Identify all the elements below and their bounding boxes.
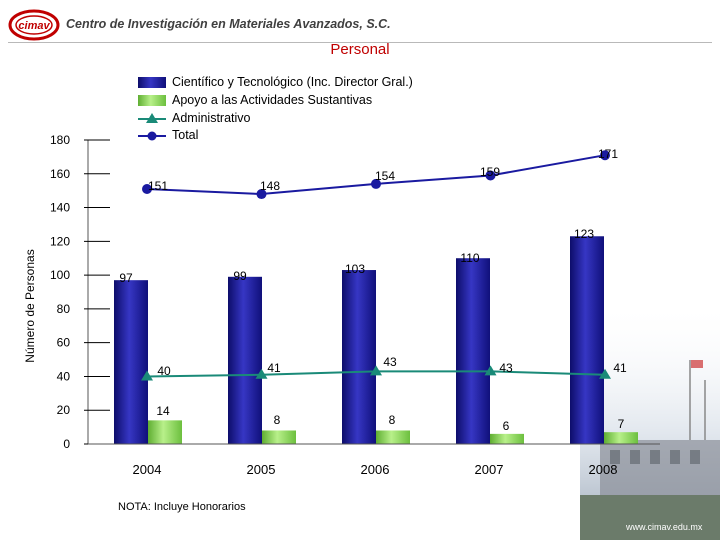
y-tick-label: 20 xyxy=(57,403,71,417)
x-tick-label: 2007 xyxy=(475,462,504,477)
organization-name: Centro de Investigación en Materiales Av… xyxy=(66,17,391,31)
bar-cientifico xyxy=(114,280,148,444)
label-apoyo: 6 xyxy=(503,419,510,433)
bars: 97 99 103 110 123 14 8 8 6 7 xyxy=(114,227,638,444)
lines: 40 41 43 43 41 151 148 154 159 171 xyxy=(141,147,627,381)
bar-cientifico xyxy=(456,258,490,444)
label-cientifico: 123 xyxy=(574,227,594,241)
label-cientifico: 97 xyxy=(119,271,133,285)
legend-label-administrativo: Administrativo xyxy=(172,111,251,125)
x-tick-label: 2005 xyxy=(247,462,276,477)
x-tick-label: 2008 xyxy=(589,462,618,477)
label-total: 159 xyxy=(480,165,500,179)
label-cientifico: 110 xyxy=(460,251,479,265)
legend: Científico y Tecnológico (Inc. Director … xyxy=(138,75,413,142)
label-apoyo: 8 xyxy=(274,413,281,427)
header: cimav Centro de Investigación en Materia… xyxy=(0,0,720,46)
bar-cientifico xyxy=(570,236,604,444)
label-administrativo: 40 xyxy=(157,364,171,378)
bar-cientifico xyxy=(342,270,376,444)
marker-administrativo xyxy=(141,370,153,381)
y-tick-label: 0 xyxy=(63,437,70,451)
label-apoyo: 8 xyxy=(389,413,396,427)
y-tick-label: 60 xyxy=(57,336,71,350)
marker-total xyxy=(371,178,381,189)
y-tick-label: 120 xyxy=(50,234,70,248)
bar-apoyo xyxy=(604,432,638,444)
y-tick-label: 140 xyxy=(50,201,70,215)
bar-apoyo xyxy=(148,420,182,444)
legend-label-apoyo: Apoyo a las Actividades Sustantivas xyxy=(172,93,372,107)
bar-apoyo xyxy=(490,433,524,444)
y-tick-label: 40 xyxy=(57,369,71,383)
chart-title: Personal xyxy=(330,41,389,58)
label-total: 151 xyxy=(148,179,168,193)
label-cientifico: 99 xyxy=(233,269,247,283)
marker-administrativo xyxy=(370,365,382,376)
legend-marker-total xyxy=(147,131,157,141)
legend-label-cientifico: Científico y Tecnológico (Inc. Director … xyxy=(172,75,413,89)
marker-administrativo xyxy=(599,368,611,379)
bar-cientifico xyxy=(228,276,262,444)
x-tick-label: 2006 xyxy=(361,462,390,477)
label-cientifico: 103 xyxy=(345,262,365,276)
header-divider xyxy=(8,42,712,43)
legend-swatch-apoyo xyxy=(138,95,166,106)
legend-marker-administrativo xyxy=(146,113,158,123)
legend-swatch-cientifico xyxy=(138,77,166,88)
y-axis-label: Número de Personas xyxy=(23,249,37,362)
marker-total xyxy=(256,189,267,200)
label-administrativo: 41 xyxy=(613,361,627,375)
label-total: 171 xyxy=(598,147,618,161)
website-url: www.cimav.edu.mx xyxy=(626,522,703,532)
y-tick-label: 160 xyxy=(50,167,70,181)
y-tick-label: 80 xyxy=(57,302,71,316)
y-tick-label: 100 xyxy=(50,268,70,282)
label-apoyo: 7 xyxy=(618,417,625,431)
label-total: 148 xyxy=(260,179,280,193)
x-tick-label: 2004 xyxy=(133,462,162,477)
marker-administrativo xyxy=(255,368,268,379)
footnote: NOTA: Incluye Honorarios xyxy=(118,501,246,513)
label-apoyo: 14 xyxy=(156,404,170,418)
bar-apoyo xyxy=(262,430,296,444)
cimav-logo: cimav xyxy=(8,9,60,41)
y-axis: 0 20 40 60 80 100 120 140 160 180 xyxy=(50,133,110,451)
legend-label-total: Total xyxy=(172,128,198,142)
marker-total xyxy=(142,183,152,194)
label-administrativo: 41 xyxy=(267,361,281,375)
marker-total xyxy=(600,150,610,161)
label-total: 154 xyxy=(375,169,395,183)
marker-administrativo xyxy=(484,365,497,376)
label-administrativo: 43 xyxy=(383,355,397,369)
marker-total xyxy=(485,170,496,181)
bar-apoyo xyxy=(376,430,410,444)
y-tick-label: 180 xyxy=(50,133,70,147)
label-administrativo: 43 xyxy=(499,361,513,375)
x-axis: 2004 2005 2006 2007 2008 xyxy=(88,443,660,477)
svg-text:cimav: cimav xyxy=(18,20,50,32)
